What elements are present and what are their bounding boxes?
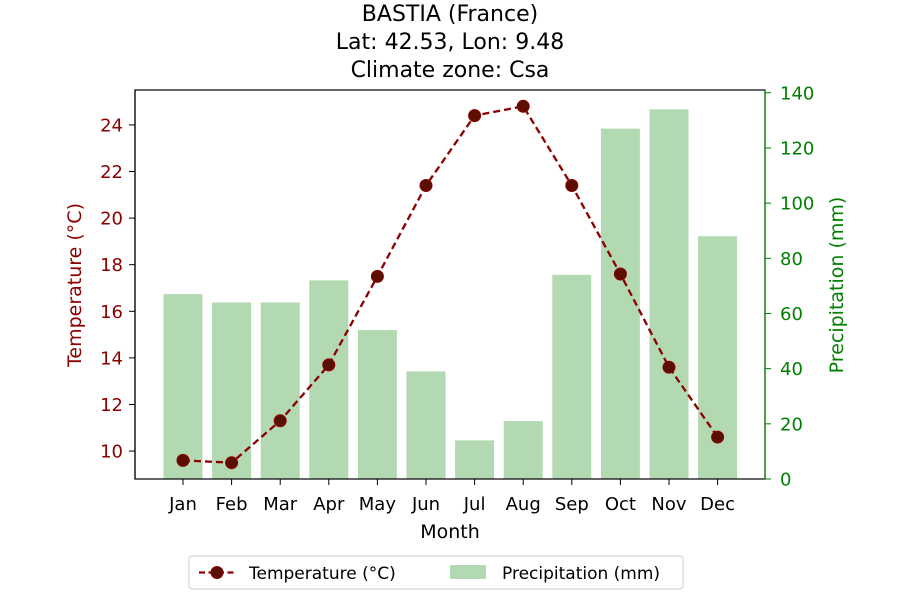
precipitation-bar-may [357, 330, 397, 479]
x-tick-label: Feb [216, 494, 248, 515]
temperature-point-feb [225, 456, 239, 470]
left-tick-label: 14 [100, 348, 123, 369]
precipitation-bar-sep [552, 274, 592, 479]
right-tick-label: 80 [780, 249, 803, 270]
temperature-point-mar [273, 414, 287, 428]
legend-temperature-label: Temperature (°C) [248, 564, 396, 584]
left-tick-label: 16 [100, 302, 123, 323]
legend-precipitation-swatch [450, 565, 486, 579]
legend-temperature-marker [210, 566, 224, 579]
x-tick-label: Jul [463, 494, 486, 515]
right-tick-label: 0 [780, 470, 791, 491]
precipitation-bar-mar [260, 302, 300, 479]
right-axis-ticks: 0 20 40 60 80 100 120 140 [764, 83, 814, 491]
left-tick-label: 24 [100, 115, 123, 136]
right-tick-label: 20 [780, 414, 803, 435]
temperature-point-jun [419, 179, 433, 193]
x-tick-label: Jun [411, 494, 440, 515]
x-tick-label: Jan [168, 494, 197, 515]
temperature-point-apr [322, 358, 336, 372]
left-axis-ticks: 10 12 14 16 18 20 22 24 [100, 90, 136, 479]
right-tick-label: 120 [780, 138, 814, 159]
x-tick-label: Mar [263, 494, 298, 515]
temperature-line [182, 105, 719, 464]
left-tick-label: 18 [100, 255, 123, 276]
x-tick-label: May [359, 494, 397, 515]
x-axis-label: Month [420, 521, 480, 543]
legend-precipitation-label: Precipitation (mm) [502, 564, 660, 584]
title-line-1: BASTIA (France) [362, 2, 538, 27]
x-tick-label: Sep [555, 494, 589, 515]
temperature-point-dec [711, 430, 725, 444]
chart-title: BASTIA (France) Lat: 42.53, Lon: 9.48 Cl… [336, 2, 564, 83]
title-line-2: Lat: 42.53, Lon: 9.48 [336, 30, 564, 55]
precipitation-bar-jan [163, 294, 203, 479]
left-axis-label: Temperature (°C) [64, 203, 86, 368]
left-tick-label: 12 [100, 395, 123, 416]
left-tick-label: 20 [100, 209, 123, 230]
left-tick-label: 22 [100, 162, 123, 183]
x-tick-label: Apr [313, 494, 345, 515]
temperature-point-aug [516, 99, 530, 113]
legend: Temperature (°C) Precipitation (mm) [188, 555, 684, 590]
temperature-point-jan [176, 453, 190, 467]
x-tick-label: Oct [605, 494, 636, 515]
x-tick-label: Nov [651, 494, 686, 515]
precipitation-bar-nov [649, 109, 689, 479]
left-tick-label: 10 [100, 442, 123, 463]
temperature-point-jul [468, 109, 482, 123]
temperature-point-nov [662, 360, 676, 374]
title-line-3: Climate zone: Csa [351, 58, 550, 83]
temperature-points [176, 99, 725, 470]
x-tick-label: Aug [506, 494, 541, 515]
temperature-polyline [182, 105, 719, 464]
temperature-point-sep [565, 179, 579, 193]
precipitation-bar-feb [212, 302, 252, 479]
x-axis-ticks: Jan Feb Mar Apr May Jun Jul Aug Sep Oct Nov Dec [168, 479, 735, 515]
precipitation-bar-jul [455, 440, 495, 479]
right-tick-label: 40 [780, 359, 803, 380]
temperature-point-oct [613, 267, 627, 281]
right-tick-label: 100 [780, 194, 814, 215]
precipitation-bars [163, 109, 738, 479]
right-tick-label: 140 [780, 83, 814, 104]
temperature-point-may [370, 269, 384, 283]
precipitation-bar-oct [600, 128, 640, 479]
right-axis-label: Precipitation (mm) [826, 197, 848, 374]
legend-box [188, 555, 684, 590]
precipitation-bar-aug [503, 421, 543, 479]
x-tick-label: Dec [700, 494, 735, 515]
precipitation-bar-jun [406, 371, 446, 479]
right-tick-label: 60 [780, 304, 803, 325]
